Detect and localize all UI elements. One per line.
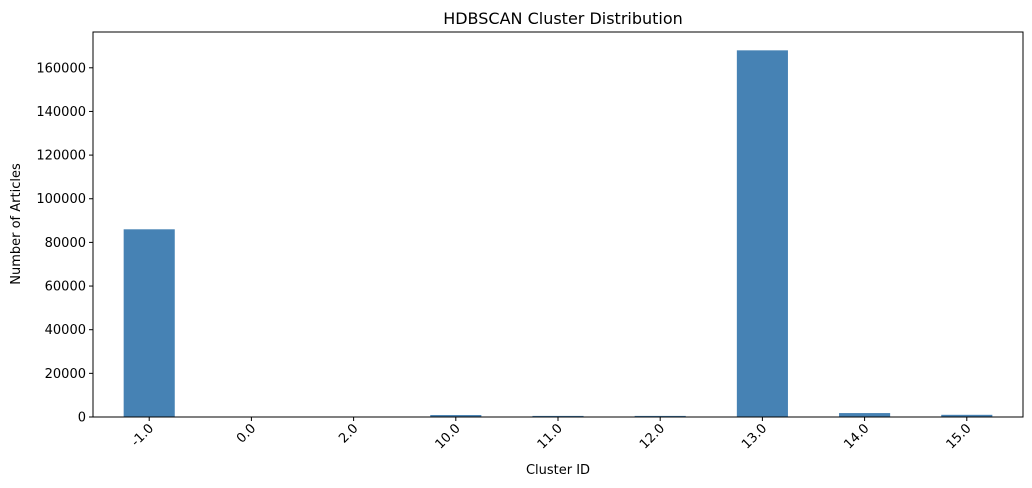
x-tick-label: 13.0: [739, 421, 770, 452]
x-tick-label: 2.0: [336, 421, 361, 446]
bar-10.0: [430, 415, 482, 417]
x-tick-label: -1.0: [128, 421, 157, 450]
y-tick-label: 80000: [45, 236, 86, 251]
x-axis-title: Cluster ID: [526, 463, 590, 478]
bar-14.0: [839, 413, 891, 417]
y-tick-label: 40000: [45, 323, 86, 338]
y-tick-label: 160000: [36, 61, 86, 76]
bar-12.0: [634, 415, 686, 417]
x-tick-label: 11.0: [535, 421, 566, 452]
x-axis: -1.0 0.0 2.0 10.0 11.0 12.0 13.0 14.0 15.0: [128, 417, 975, 452]
y-axis-title: Number of Articles: [9, 163, 24, 285]
bar-13.0: [736, 50, 788, 417]
y-tick-label: 0: [78, 411, 86, 426]
y-tick-label: 60000: [45, 280, 86, 295]
bar-15.0: [941, 414, 993, 417]
y-tick-label: 120000: [36, 149, 86, 164]
bar--1.0: [123, 229, 175, 417]
x-tick-label: 0.0: [234, 421, 259, 446]
plot-frame: [92, 31, 1024, 418]
y-tick-label: 20000: [45, 367, 86, 382]
bars-layer: [123, 50, 993, 417]
y-axis: 0 20000 40000 60000 80000 100000 120000 140000 1…: [36, 61, 93, 426]
y-tick-label: 100000: [36, 192, 86, 207]
x-tick-label: 14.0: [841, 421, 872, 452]
x-tick-label: 10.0: [433, 421, 464, 452]
x-tick-label: 12.0: [637, 421, 668, 452]
chart-title: HDBSCAN Cluster Distribution: [443, 9, 683, 28]
bar-11.0: [532, 415, 584, 417]
x-tick-label: 15.0: [944, 421, 975, 452]
y-tick-label: 140000: [36, 105, 86, 120]
